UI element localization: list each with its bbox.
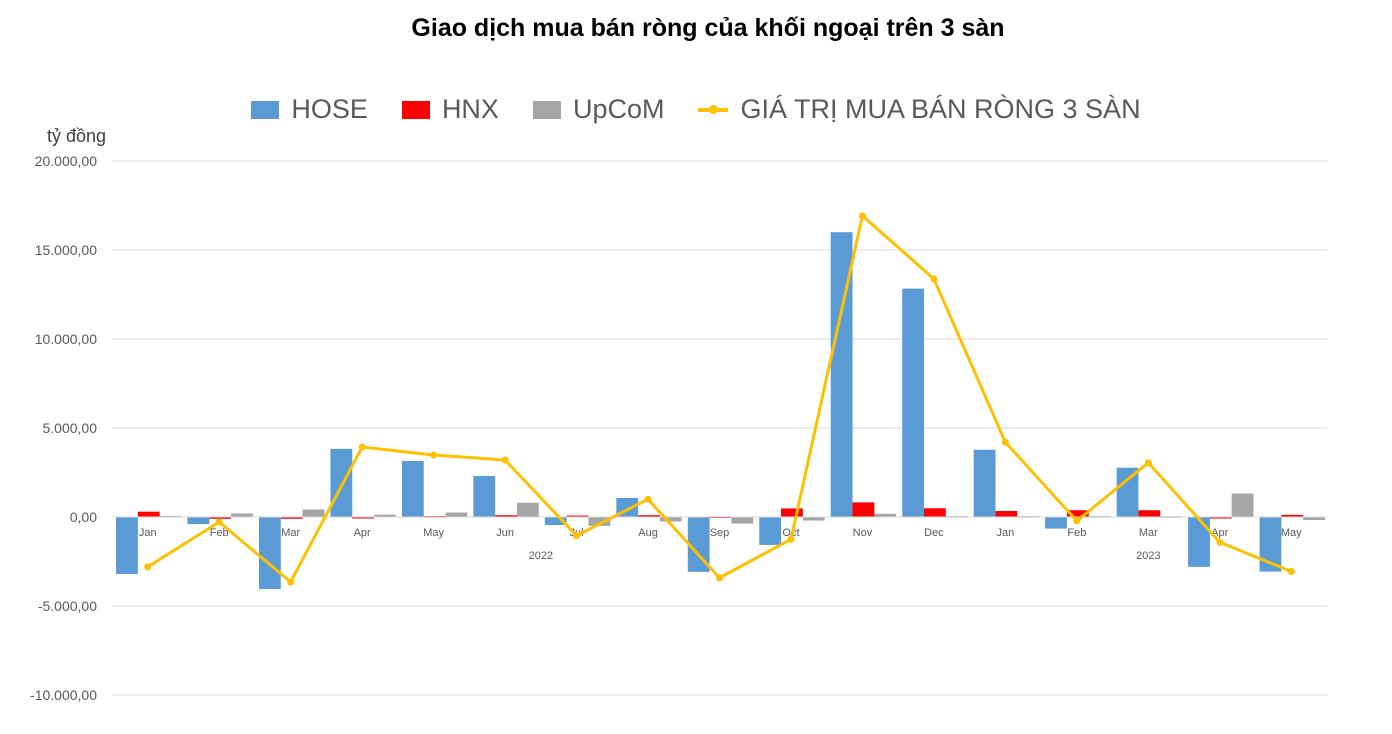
bar-upcom — [231, 513, 253, 517]
bar-upcom — [374, 514, 396, 517]
bar-hose — [759, 517, 782, 545]
bar-hnx — [209, 517, 232, 519]
y-tick-label: -10.000,00 — [30, 687, 97, 703]
bar-hnx — [280, 517, 303, 519]
x-tick-label: Jan — [139, 527, 157, 539]
x-tick-label: Feb — [1067, 527, 1086, 539]
legend-label-upcom: UpCoM — [572, 94, 665, 124]
bar-hose — [1188, 517, 1210, 567]
line-marker — [430, 451, 438, 459]
line-marker — [573, 532, 581, 540]
line-marker — [144, 563, 152, 571]
legend-label-hose: HOSE — [291, 94, 368, 124]
bar-hnx — [924, 508, 946, 517]
x-tick-label: Jun — [496, 527, 514, 539]
x-tick-label: May — [1281, 527, 1302, 539]
bar-upcom — [802, 517, 825, 521]
line-marker — [644, 495, 652, 503]
y-axis-unit-label: tỷ đồng — [47, 126, 107, 146]
bar-hnx — [995, 510, 1018, 517]
line-marker — [1287, 567, 1295, 575]
line-marker — [1216, 538, 1224, 546]
bar-hnx — [1209, 517, 1232, 519]
x-group-label: 2022 — [529, 550, 553, 562]
line-marker — [1144, 459, 1152, 467]
legend-swatch-hose-icon — [251, 100, 280, 119]
legend-item-total: GIÁ TRỊ MUA BÁN RÒNG 3 SÀN — [698, 94, 1141, 125]
bar-upcom — [1231, 493, 1254, 517]
legend-item-hnx: HNX — [401, 94, 499, 125]
line-marker — [215, 518, 223, 526]
y-tick-label: 5.000,00 — [43, 420, 98, 436]
bar-hnx — [495, 515, 517, 517]
bar-hnx — [852, 502, 875, 517]
x-tick-label: Mar — [1139, 527, 1158, 539]
x-tick-label: Nov — [853, 527, 873, 539]
x-tick-label: Feb — [210, 527, 229, 539]
bar-hose — [1045, 517, 1067, 529]
line-marker — [501, 456, 509, 464]
legend-swatch-upcom-icon — [532, 100, 561, 119]
bar-hnx — [1138, 510, 1161, 517]
y-tick-label: -5.000,00 — [38, 598, 97, 614]
bar-hnx — [1281, 514, 1304, 517]
line-marker — [358, 443, 366, 451]
bar-upcom — [445, 512, 468, 517]
bar-upcom — [516, 502, 539, 517]
bar-hose — [1259, 517, 1282, 572]
bar-upcom — [1303, 517, 1325, 521]
bar-hnx — [352, 517, 375, 519]
x-tick-label: May — [423, 527, 444, 539]
line-marker — [287, 578, 295, 586]
bar-hose — [473, 476, 496, 517]
line-marker — [858, 212, 866, 220]
bar-upcom — [302, 509, 325, 517]
bar-hnx — [137, 511, 160, 517]
bar-hose — [258, 517, 281, 590]
bar-hose — [830, 232, 853, 517]
x-tick-label: Dec — [924, 527, 944, 539]
line-marker — [930, 275, 938, 283]
chart-legend: HOSE HNX UpCoM GIÁ TRỊ MUA BÁN RÒNG 3 SÀ… — [0, 94, 1392, 125]
y-tick-label: 15.000,00 — [35, 242, 97, 258]
bar-hose — [973, 449, 996, 517]
bar-hose — [401, 460, 424, 517]
y-tick-label: 10.000,00 — [35, 331, 97, 347]
bar-hnx — [638, 515, 660, 517]
bar-hose — [544, 517, 567, 526]
x-group-label: 2023 — [1136, 550, 1160, 562]
bar-upcom — [659, 517, 682, 522]
bar-upcom — [874, 513, 897, 517]
x-tick-label: Aug — [638, 527, 658, 539]
line-marker — [1073, 517, 1081, 525]
bar-hnx — [1066, 510, 1089, 517]
x-tick-label: Mar — [281, 527, 300, 539]
line-marker — [1001, 438, 1009, 446]
bar-hose — [330, 448, 353, 517]
x-tick-label: Sep — [710, 527, 730, 539]
line-marker — [716, 574, 723, 582]
legend-swatch-hnx-icon — [401, 100, 430, 119]
bar-hose — [902, 288, 925, 517]
line-marker — [787, 535, 795, 543]
bar-hose — [1116, 467, 1139, 517]
bar-upcom — [588, 517, 611, 526]
x-tick-label: Jan — [997, 527, 1015, 539]
bar-hose — [187, 517, 210, 525]
legend-item-upcom: UpCoM — [532, 94, 665, 125]
bar-hnx — [566, 515, 589, 518]
x-tick-label: Apr — [354, 527, 371, 539]
bar-hose — [687, 517, 710, 572]
legend-item-hose: HOSE — [251, 94, 368, 125]
bar-hose — [116, 517, 138, 574]
legend-line-marker-icon — [698, 104, 729, 114]
bar-upcom — [731, 517, 754, 524]
chart-title: Giao dịch mua bán ròng của khối ngoại tr… — [411, 14, 1005, 42]
y-tick-label: 0,00 — [70, 509, 97, 525]
bar-hnx — [781, 508, 803, 517]
legend-label-total: GIÁ TRỊ MUA BÁN RÒNG 3 SÀN — [740, 94, 1141, 124]
y-tick-label: 20.000,00 — [35, 153, 97, 169]
legend-label-hnx: HNX — [441, 94, 499, 124]
